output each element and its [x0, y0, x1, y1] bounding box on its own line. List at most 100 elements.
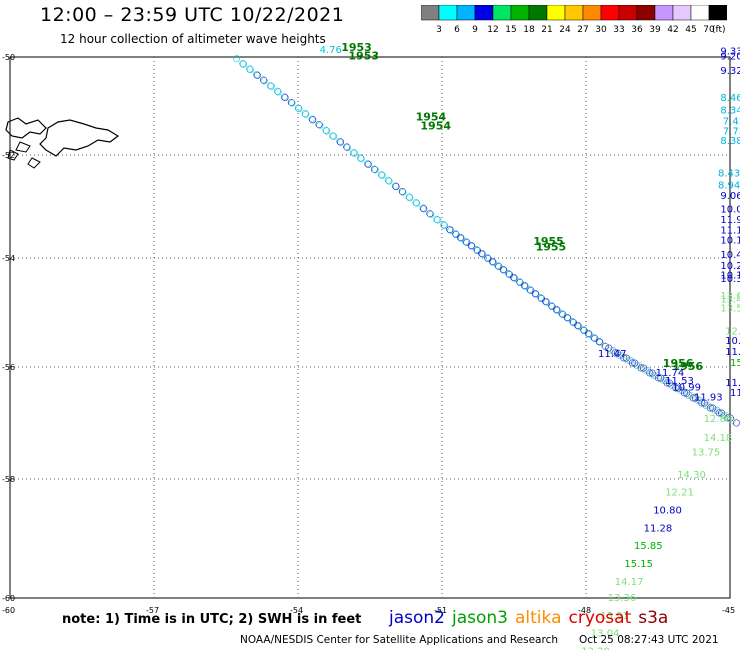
wave-height-label: 12.89: [704, 414, 733, 425]
colorbar-tick-label: 6: [454, 25, 460, 35]
wave-height-label: 10.41: [720, 250, 740, 261]
colorbar-tick-label: 3: [436, 25, 442, 35]
wave-height-label: 11.5: [730, 388, 740, 399]
wave-height-labels: 4.76195319539.339.209.328.468.347.437.73…: [320, 41, 740, 650]
colorbar-tick-label: 45: [685, 25, 696, 35]
credit-timestamp: Oct 25 08:27:43 UTC 2021: [579, 634, 719, 646]
wave-height-label: 13.56: [720, 303, 740, 314]
colorbar-tick-label: 36: [631, 25, 643, 35]
wave-height-label: 8.43: [718, 169, 740, 180]
colorbar-swatch: [654, 5, 674, 21]
wave-height-label: 11.53: [665, 376, 694, 387]
wave-height-label: 13.75: [692, 448, 721, 459]
wave-height-label: 10.99: [672, 383, 701, 394]
wave-height-label: 1953: [348, 49, 379, 62]
wave-height-label: 15.15: [624, 559, 653, 570]
colorbar-swatch: [708, 5, 727, 21]
wave-height-label: 11.47: [598, 349, 627, 360]
colorbar-swatch: [582, 5, 602, 21]
lat-label: -50: [2, 53, 15, 62]
wave-height-label: 8.94: [718, 181, 740, 192]
colorbar-swatch: [600, 5, 620, 21]
lat-label: -54: [2, 254, 15, 263]
lon-label: -51: [434, 606, 447, 615]
colorbar-tick-label: 15: [505, 25, 516, 35]
colorbar-swatch: [456, 5, 476, 21]
colorbar-tick-label: 18: [523, 25, 535, 35]
wave-height-label: 1954: [420, 120, 451, 133]
wave-height-label: 12.21: [665, 488, 694, 499]
map-grid: [9, 56, 731, 599]
wave-height-colorbar: 3 6 9 12 15 18 21 24 27 30 33 36 39 42 45 70(ft): [421, 5, 727, 35]
colorbar-tick-label: 39: [649, 25, 661, 35]
colorbar-swatch: [421, 5, 440, 21]
satellite-legend: jason2 jason3 altika cryosat s3a: [389, 608, 675, 628]
lon-label: -45: [722, 606, 735, 615]
colorbar-swatch: [510, 5, 530, 21]
colorbar-tick-label: 9: [472, 25, 478, 35]
wave-height-label: 13.68: [720, 291, 740, 302]
wave-height-label: 10.80: [653, 506, 682, 517]
colorbar-swatch: [690, 5, 710, 21]
colorbar-swatch: [438, 5, 458, 21]
axis-labels: -50 -52 -54 -56 -58 -60 -60 -57 -54 -51 -48 -45: [2, 53, 735, 615]
wave-height-label: 10.03: [720, 205, 740, 216]
colorbar-swatch: [636, 5, 656, 21]
wave-height-label: 7.43: [723, 117, 740, 128]
wave-height-label: 10.38: [720, 274, 740, 285]
wave-height-label: 15.85: [634, 541, 663, 552]
wave-height-label: 13.20: [581, 647, 610, 650]
colorbar-swatch: [528, 5, 548, 21]
wave-height-label: 10.24: [720, 261, 740, 272]
colorbar-tick-label: 24: [559, 25, 571, 35]
colorbar-swatch: [474, 5, 494, 21]
wave-height-label: 4.76: [320, 45, 342, 56]
wave-height-label: 10.30: [725, 336, 740, 347]
colorbar-tick-label: 70: [703, 25, 715, 35]
map-subtitle: 12 hour collection of altimeter wave hei…: [60, 32, 326, 46]
wave-height-label: 14.30: [677, 470, 706, 481]
wave-height-label: 1955: [536, 240, 567, 253]
footnote: note: 1) Time is in UTC; 2) SWH is in fe…: [62, 612, 362, 627]
colorbar-tick-label: 21: [541, 25, 552, 35]
wave-height-label: 9.06: [720, 191, 740, 202]
lon-label: -60: [2, 606, 15, 615]
legend-cryosat: cryosat: [568, 608, 632, 628]
wave-height-label: 8.38: [720, 136, 740, 147]
wave-height-label: 14.17: [615, 577, 644, 588]
wave-height-label: 14.18: [704, 433, 733, 444]
wave-height-label: 1954: [416, 111, 447, 124]
wave-height-label: 1955: [533, 235, 564, 248]
wave-height-label: 9.32: [720, 66, 740, 77]
lat-label: -52: [2, 151, 15, 160]
lon-label: -57: [146, 606, 159, 615]
legend-s3a: s3a: [638, 608, 669, 628]
colorbar-tick-label: 42: [667, 25, 678, 35]
legend-altika: altika: [515, 608, 562, 628]
lon-label: -54: [290, 606, 303, 615]
wave-height-label: 8.34: [720, 105, 740, 116]
wave-height-label: 10.16: [720, 271, 740, 282]
colorbar-tick-label: 27: [577, 25, 588, 35]
colorbar-unit: (ft): [712, 25, 726, 35]
wave-height-label: 11.28: [644, 523, 673, 534]
colorbar-swatch: [492, 5, 512, 21]
legend-jason3: jason3: [452, 608, 508, 628]
wave-height-label: 13.04: [591, 629, 620, 640]
legend-jason2: jason2: [389, 608, 445, 628]
lat-label: -56: [2, 363, 15, 372]
wave-height-label: 9.33: [720, 47, 740, 58]
wave-height-label: 11.16: [720, 225, 740, 236]
wave-height-label: 1956: [663, 357, 694, 370]
wave-height-label: 11.99: [720, 215, 740, 226]
wave-height-label: 11.74: [656, 368, 685, 379]
wave-height-label: 8.46: [720, 93, 740, 104]
wave-height-label: 13.36: [608, 593, 637, 604]
wave-height-label: 11.74: [725, 347, 740, 358]
lat-label: -60: [2, 594, 15, 603]
colorbar-swatch: [618, 5, 638, 21]
wave-height-label: 9.20: [720, 51, 740, 62]
colorbar-tick-label: 12: [487, 25, 498, 35]
wave-height-label: 10.12: [720, 236, 740, 247]
